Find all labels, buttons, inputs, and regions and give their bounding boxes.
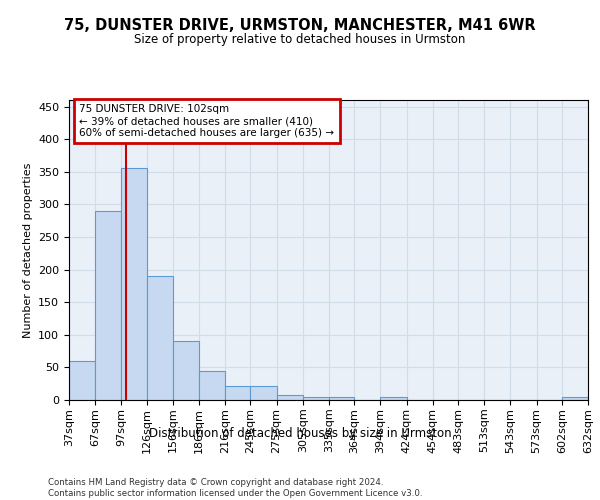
Text: Contains HM Land Registry data © Crown copyright and database right 2024.
Contai: Contains HM Land Registry data © Crown c… <box>48 478 422 498</box>
Bar <box>121 168 146 400</box>
Text: Size of property relative to detached houses in Urmston: Size of property relative to detached ho… <box>134 32 466 46</box>
Bar <box>562 398 588 400</box>
Bar <box>69 361 95 400</box>
Bar <box>250 386 277 400</box>
Bar <box>380 398 407 400</box>
Bar <box>225 386 250 400</box>
Bar <box>95 211 121 400</box>
Bar <box>146 276 173 400</box>
Bar <box>199 370 225 400</box>
Bar <box>303 398 329 400</box>
Y-axis label: Number of detached properties: Number of detached properties <box>23 162 32 338</box>
Bar <box>173 342 199 400</box>
Text: Distribution of detached houses by size in Urmston: Distribution of detached houses by size … <box>149 428 451 440</box>
Text: 75 DUNSTER DRIVE: 102sqm
← 39% of detached houses are smaller (410)
60% of semi-: 75 DUNSTER DRIVE: 102sqm ← 39% of detach… <box>79 104 334 138</box>
Bar <box>277 395 303 400</box>
Text: 75, DUNSTER DRIVE, URMSTON, MANCHESTER, M41 6WR: 75, DUNSTER DRIVE, URMSTON, MANCHESTER, … <box>64 18 536 32</box>
Bar <box>329 398 354 400</box>
